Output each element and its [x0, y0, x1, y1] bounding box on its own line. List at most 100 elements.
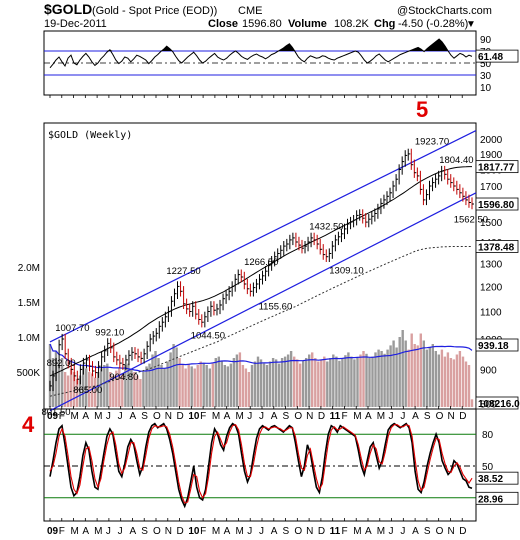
x-tick-label-upper: J — [247, 411, 252, 422]
stoch-d-line — [49, 424, 473, 504]
price-annotation: 992.10 — [95, 327, 124, 338]
x-tick-label-upper: F — [59, 411, 65, 422]
x-tick-label-lower: J — [247, 526, 252, 537]
volume-bar — [193, 368, 196, 407]
volume-bar — [470, 399, 474, 407]
volume-bar — [88, 372, 91, 407]
volume-bar — [265, 365, 269, 407]
volume-bar — [118, 368, 121, 407]
volume-bar — [332, 354, 335, 407]
x-tick-label-lower: A — [271, 526, 278, 537]
volume-bar — [356, 358, 359, 407]
volume-bar — [178, 358, 181, 407]
volume-ma-value: 939.18 — [478, 341, 509, 352]
x-tick-label-upper: A — [224, 411, 231, 422]
price-tick-label: 1700 — [480, 182, 503, 193]
volume-bar — [431, 344, 434, 407]
volume-bar — [419, 333, 422, 407]
x-tick-label-upper: 11 — [330, 411, 341, 422]
rsi-tick-label: 90 — [480, 35, 492, 46]
price-panel: 1923.70 1804.40 1562.50 1432.50 1309.10 1266.… — [41, 130, 519, 418]
rsi-last-value: 61.48 — [478, 52, 503, 63]
volume-bar — [407, 349, 410, 407]
x-tick-label-lower: M — [235, 526, 243, 537]
rsi-tick-label: 10 — [480, 83, 492, 94]
volume-bar — [184, 368, 187, 407]
header-chg-arrow-icon: ▼ — [466, 19, 476, 30]
volume-bar — [133, 372, 136, 407]
volume-bar — [305, 358, 308, 407]
volume-ma-value-box — [475, 338, 519, 352]
volume-bar — [256, 356, 260, 407]
axis-labels: 0909FFMMAAMMJJJJAASSOONNDD1010FFMMAAMMJJ… — [47, 95, 466, 537]
volume-tick-label: 1.5M — [18, 298, 40, 309]
price-annotation: 1804.40 — [439, 155, 473, 166]
rsi-last-value-box — [475, 49, 519, 63]
volume-bar — [115, 370, 118, 407]
price-annotation: 1562.50 — [454, 214, 488, 225]
x-tick-label-upper: N — [165, 411, 172, 422]
volume-bar — [97, 372, 100, 407]
volume-bar — [205, 365, 208, 407]
x-tick-label-lower: 10 — [188, 526, 200, 537]
volume-bar — [103, 365, 106, 407]
volume-bar — [187, 363, 190, 407]
volume-bar — [163, 368, 166, 407]
x-tick-label-lower: F — [341, 526, 347, 537]
volume-bar — [271, 358, 275, 407]
volume-bar — [106, 363, 109, 407]
x-tick-label-upper: M — [71, 411, 79, 422]
x-tick-label-lower: M — [377, 526, 385, 537]
x-tick-label-upper: A — [271, 411, 278, 422]
price-annotation: 1155.60 — [259, 301, 293, 312]
volume-last-value: 108216.0 — [478, 399, 520, 410]
volume-bar — [259, 359, 263, 407]
volume-bar — [464, 361, 468, 407]
header-chg-value: -4.50 (-0.28%) — [398, 18, 468, 30]
volume-bar — [449, 358, 453, 407]
price-tick-label: 800 — [480, 399, 497, 410]
volume-bar — [211, 363, 214, 407]
volume-bar — [199, 361, 202, 407]
volume-bar — [130, 368, 133, 407]
volume-bar — [78, 375, 82, 407]
volume-bar — [362, 351, 365, 407]
volume-bar — [109, 372, 112, 407]
volume-bar — [235, 354, 239, 407]
volume-bar — [317, 361, 320, 407]
volume-bar — [196, 365, 199, 407]
x-tick-label-lower: A — [365, 526, 372, 537]
x-tick-label-upper: O — [294, 411, 302, 422]
x-tick-label-upper: M — [377, 411, 385, 422]
volume-panel: 2.0M 1.5M 1.0M 500K 108216.0 — [17, 263, 520, 410]
x-tick-label-upper: A — [129, 411, 136, 422]
volume-bar — [416, 345, 419, 407]
price-annotation: 1923.70 — [415, 136, 449, 147]
x-tick-label-upper: M — [94, 411, 102, 422]
volume-bar — [121, 373, 124, 407]
volume-bar — [386, 349, 389, 407]
volume-bar — [446, 352, 450, 407]
volume-bar — [458, 351, 462, 407]
volume-bar — [124, 365, 127, 407]
volume-bar — [148, 363, 151, 407]
volume-bar — [280, 358, 284, 407]
x-tick-label-lower: N — [306, 526, 313, 537]
volume-bar — [69, 368, 73, 407]
price-annotation: 1432.50 — [309, 221, 343, 232]
x-tick-label-lower: N — [165, 526, 172, 537]
volume-bar — [365, 353, 368, 407]
channel-lower-line — [49, 192, 477, 412]
volume-bar — [136, 375, 139, 407]
x-tick-label-lower: M — [71, 526, 79, 537]
price-annotation: 904.80 — [109, 372, 138, 383]
x-tick-label-upper: S — [283, 411, 290, 422]
volume-bar — [289, 351, 293, 407]
price-annotation: 1309.10 — [329, 265, 363, 276]
volume-bar — [296, 359, 299, 407]
volume-bar — [377, 349, 380, 407]
x-tick-label-lower: M — [212, 526, 220, 537]
volume-bar — [169, 352, 172, 407]
